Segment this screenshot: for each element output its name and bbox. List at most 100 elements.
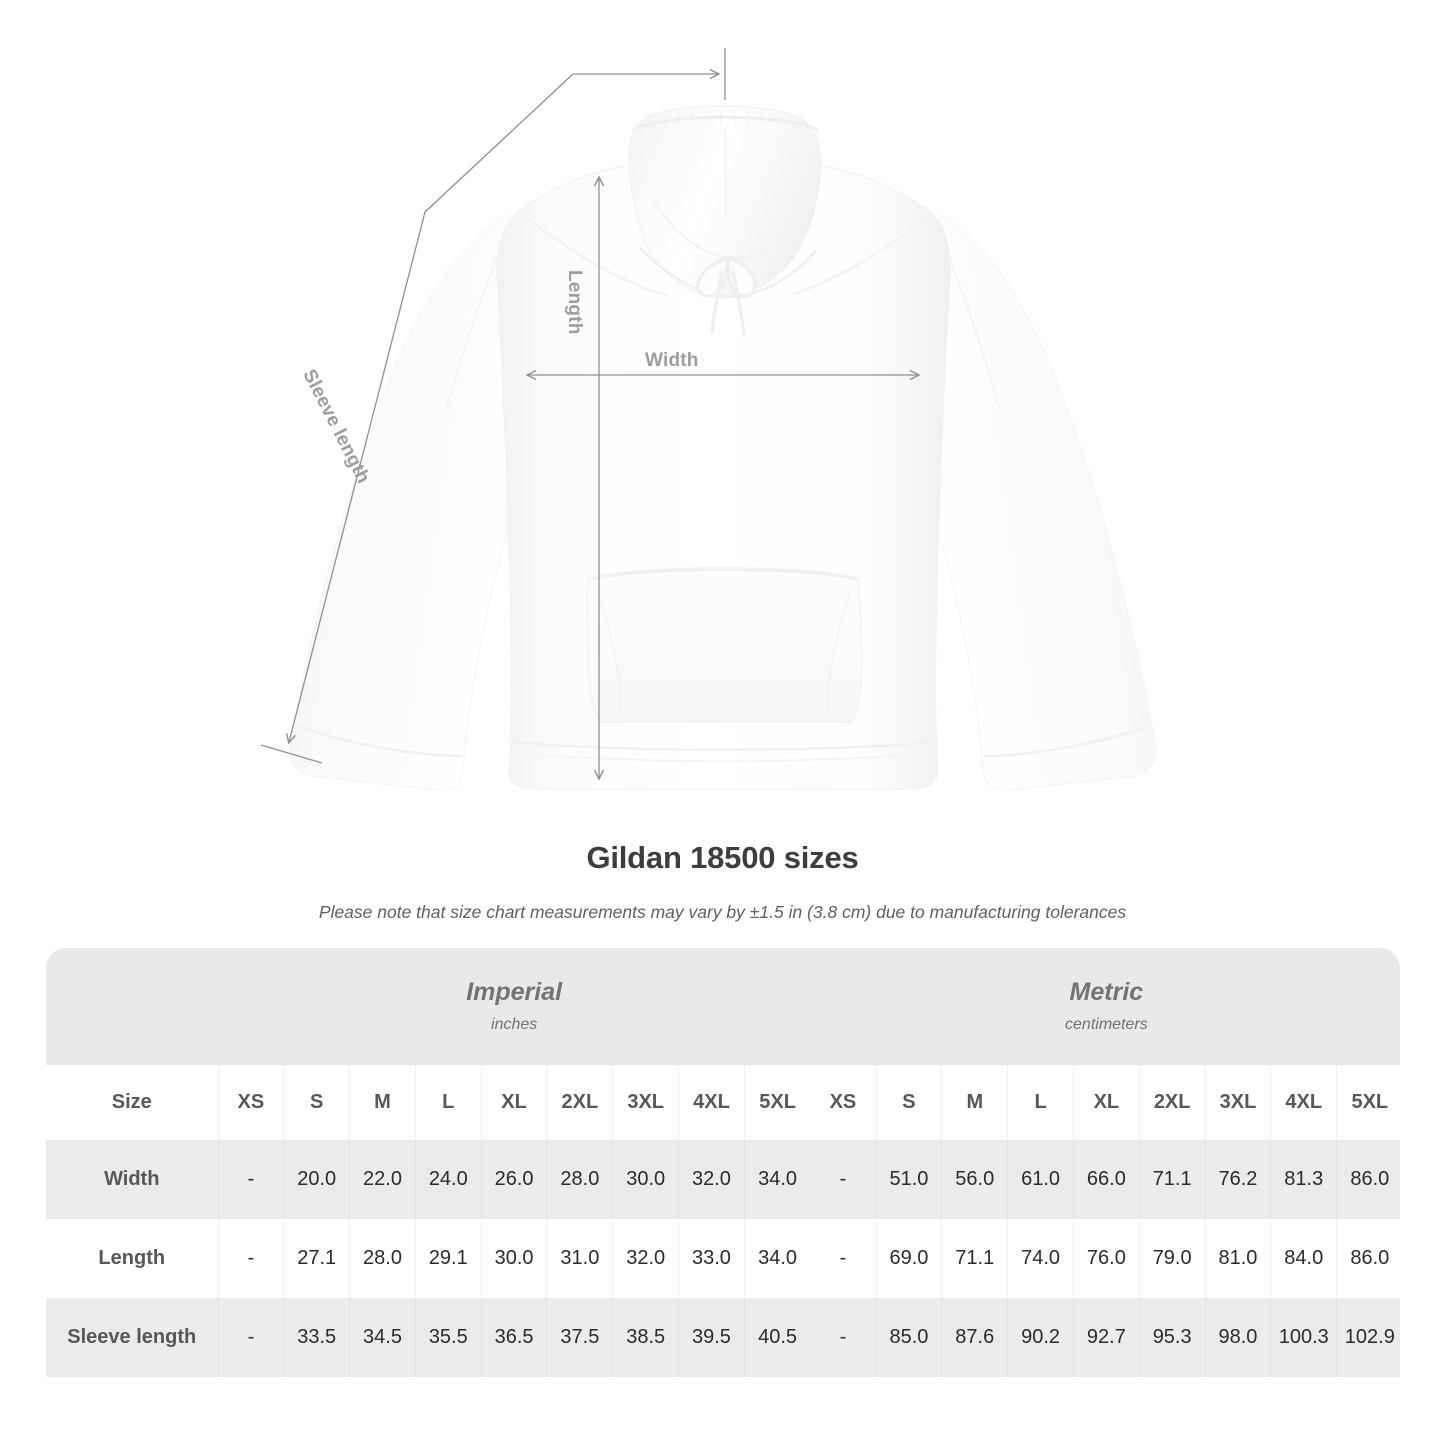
cell: 61.0 [1007,1140,1074,1219]
size-label: M [966,1091,984,1113]
size-label: 5XL [759,1091,796,1113]
cell: 98.0 [1204,1298,1271,1377]
header-metric-4xl: 4XL [1270,1065,1337,1140]
cell: 28.0 [546,1140,613,1219]
cell: 34.0 [743,1219,811,1298]
table-row: Length - 27.1 28.0 29.1 30.0 31.0 32.0 3… [46,1219,1400,1298]
cell: 33.5 [283,1298,350,1377]
cell: 38.5 [612,1298,679,1377]
cell: - [217,1219,284,1298]
size-header-cell: Size [46,1065,218,1140]
header-metric-xs: XS [810,1065,877,1140]
size-label: 5XL [1351,1091,1389,1113]
cell: 27.1 [283,1219,350,1298]
cell: 24.0 [414,1140,482,1219]
size-header-row: Size XS S M L XL 2XL 3XL 4XL 5XL XS S M … [46,1065,1400,1140]
cell: 22.0 [349,1140,416,1219]
cell: 34.5 [349,1298,416,1377]
cell: 79.0 [1138,1219,1206,1298]
cell: - [217,1140,284,1219]
size-chart-table-container: Imperial inches Metric centimeters Size … [46,948,1400,1398]
size-label: 4XL [693,1091,730,1113]
size-label: XL [1093,1091,1120,1113]
header-imperial-l: L [414,1065,482,1140]
drawstring-bow [696,255,757,338]
size-label: XS [829,1091,857,1113]
cell: 32.0 [678,1140,745,1219]
row-label-width: Width [46,1140,218,1219]
tolerance-note: Please note that size chart measurements… [318,902,1127,922]
cell: 30.0 [612,1140,679,1219]
cell: 76.2 [1204,1140,1271,1219]
size-label: 2XL [1153,1091,1191,1113]
cell: 37.5 [546,1298,613,1377]
unit-banner-row: Imperial inches Metric centimeters [46,948,1400,1065]
header-imperial-2xl: 2XL [546,1065,613,1140]
cell: 92.7 [1072,1298,1140,1377]
header-metric-5xl: 5XL [1336,1065,1400,1140]
metric-unit-name: Metric [1069,977,1144,1006]
size-chart-table: Imperial inches Metric centimeters Size … [46,948,1400,1377]
metric-unit-sub: centimeters [1065,1015,1148,1033]
imperial-unit-name: Imperial [466,977,563,1006]
size-label: L [442,1091,455,1113]
sleeve-length-line [289,73,574,742]
size-label: M [374,1091,391,1113]
header-imperial-4xl: 4XL [678,1065,745,1140]
cell: 81.0 [1204,1219,1271,1298]
header-imperial-xs: XS [217,1065,284,1140]
cell: 102.9 [1336,1298,1400,1377]
cell: 40.5 [743,1298,811,1377]
measurement-label: Width [104,1168,160,1190]
cell: 76.0 [1072,1219,1140,1298]
garment-diagram: Length Width Sleeve length [260,48,1157,791]
header-metric-3xl: 3XL [1204,1065,1271,1140]
cell: 30.0 [480,1219,547,1298]
size-label: 3XL [627,1091,665,1113]
cell: - [217,1298,284,1377]
cell: 51.0 [875,1140,942,1219]
cell: 71.1 [941,1219,1008,1298]
header-metric-l: L [1007,1065,1074,1140]
cell: - [810,1219,877,1298]
row-label-sleeve-length: Sleeve length [46,1298,218,1377]
header-imperial-xl: XL [480,1065,547,1140]
metric-unit-cell: Metric centimeters [810,948,1400,1065]
cell: 56.0 [941,1140,1008,1219]
cell: 90.2 [1007,1298,1074,1377]
header-imperial-m: M [349,1065,416,1140]
cell: 29.1 [414,1219,482,1298]
cell: 85.0 [875,1298,942,1377]
page-title: Gildan 18500 sizes [586,840,859,875]
hoodie-body-shape [289,105,1157,791]
cell: 87.6 [941,1298,1008,1377]
sleeve-bottom-tick [260,744,323,764]
size-label: L [1034,1091,1047,1113]
cell: 74.0 [1007,1219,1074,1298]
cell: 36.5 [480,1298,547,1377]
banner-spacer-cell [46,948,218,1065]
cell: 86.0 [1336,1219,1400,1298]
cell: 35.5 [414,1298,482,1377]
cell: 100.3 [1270,1298,1337,1377]
size-header-label: Size [111,1091,152,1113]
header-metric-2xl: 2XL [1138,1065,1206,1140]
size-label: XS [237,1091,265,1113]
measurement-lines [260,48,918,778]
header-imperial-5xl: 5XL [743,1065,811,1140]
size-label: 4XL [1285,1091,1323,1113]
cell: - [810,1298,877,1377]
cell: 95.3 [1138,1298,1206,1377]
size-label: XL [501,1091,527,1113]
cell: 33.0 [678,1219,745,1298]
header-metric-s: S [875,1065,942,1140]
cell: 31.0 [546,1219,613,1298]
header-imperial-3xl: 3XL [612,1065,679,1140]
cell: - [810,1140,877,1219]
cell: 69.0 [875,1219,942,1298]
cell: 84.0 [1270,1219,1337,1298]
imperial-unit-cell: Imperial inches [218,948,811,1065]
size-label: S [902,1091,916,1113]
row-label-length: Length [46,1219,218,1298]
header-imperial-s: S [283,1065,350,1140]
